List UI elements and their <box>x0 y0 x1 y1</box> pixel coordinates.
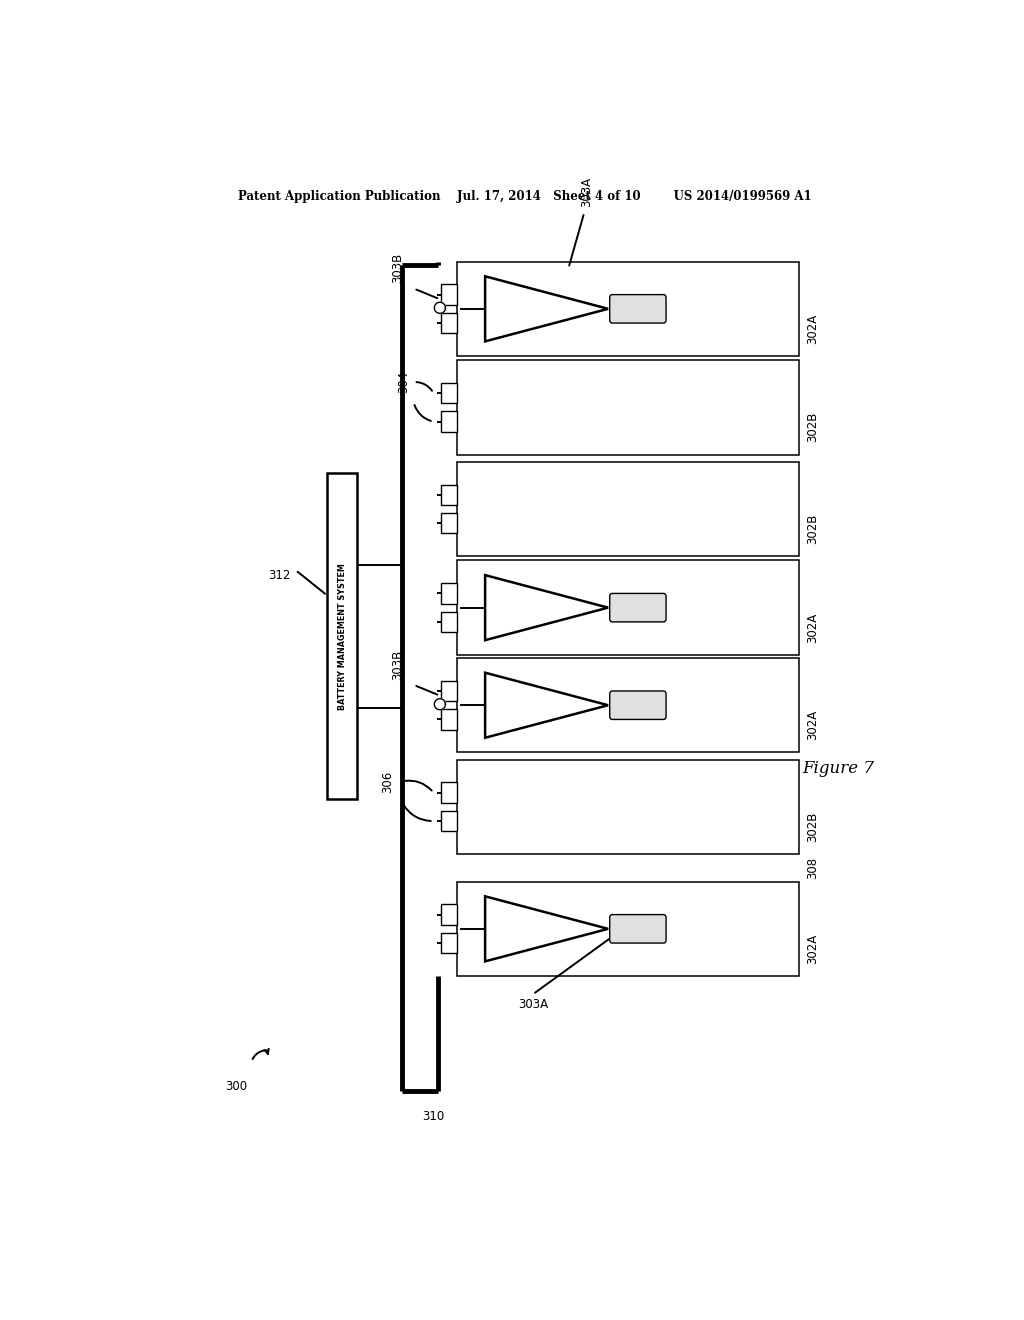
Text: 300: 300 <box>225 1080 247 1093</box>
Polygon shape <box>434 302 445 313</box>
Bar <box>458 759 799 854</box>
FancyBboxPatch shape <box>609 294 666 323</box>
Text: 302A: 302A <box>807 710 819 741</box>
Text: 304: 304 <box>396 371 410 393</box>
Bar <box>458 657 799 752</box>
Bar <box>458 462 799 556</box>
Text: Patent Application Publication    Jul. 17, 2014   Sheet 4 of 10        US 2014/0: Patent Application Publication Jul. 17, … <box>238 190 812 202</box>
Bar <box>441 904 458 925</box>
Polygon shape <box>434 698 445 710</box>
Text: 302A: 302A <box>807 314 819 345</box>
Text: 302A: 302A <box>807 612 819 643</box>
Bar <box>441 513 458 533</box>
Bar <box>458 882 799 975</box>
Text: 312: 312 <box>268 569 291 582</box>
Text: 302B: 302B <box>807 513 819 544</box>
Text: 302B: 302B <box>807 812 819 842</box>
Text: 303A: 303A <box>581 177 593 207</box>
Bar <box>328 474 357 799</box>
Text: 310: 310 <box>423 1110 444 1123</box>
Text: BATTERY MANAGEMENT SYSTEM: BATTERY MANAGEMENT SYSTEM <box>338 562 347 710</box>
Text: 302A: 302A <box>807 933 819 964</box>
Bar <box>441 783 458 803</box>
Bar <box>441 284 458 305</box>
FancyBboxPatch shape <box>609 594 666 622</box>
FancyBboxPatch shape <box>609 915 666 942</box>
FancyBboxPatch shape <box>609 690 666 719</box>
Text: 308: 308 <box>807 857 819 879</box>
Bar <box>458 360 799 454</box>
Bar <box>441 810 458 832</box>
Bar <box>441 383 458 404</box>
Text: 302B: 302B <box>807 412 819 442</box>
Text: Figure 7: Figure 7 <box>802 760 874 776</box>
Bar <box>441 583 458 603</box>
Text: 303B: 303B <box>391 253 404 284</box>
Bar <box>441 709 458 730</box>
Bar <box>441 412 458 432</box>
Bar <box>458 261 799 356</box>
Text: 303B: 303B <box>391 649 404 680</box>
Bar <box>458 561 799 655</box>
Bar <box>441 484 458 506</box>
Bar <box>441 611 458 632</box>
Text: 303A: 303A <box>518 998 548 1011</box>
Text: 306: 306 <box>381 771 394 792</box>
Bar <box>441 933 458 953</box>
Bar <box>441 313 458 333</box>
Bar <box>441 681 458 701</box>
